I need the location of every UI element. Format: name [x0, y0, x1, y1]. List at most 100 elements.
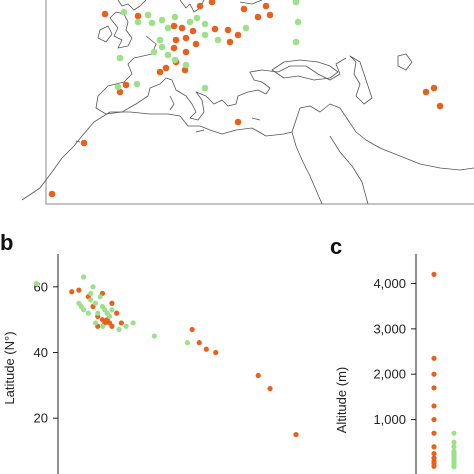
map-site-0-21: [162, 64, 170, 72]
panel-b-point-1-9: [92, 300, 98, 306]
map-site-1-21: [116, 54, 124, 62]
map-frame: [45, 0, 474, 205]
map-site-0-8: [170, 22, 178, 30]
panel-b-point-0-13: [114, 310, 120, 316]
map-site-0-24: [116, 88, 124, 96]
panel-b-point-1-15: [109, 307, 115, 313]
coast-north-africa: [21, 111, 293, 201]
map-site-0-30: [80, 139, 88, 147]
map-site-1-17: [242, 24, 250, 32]
panel-b-point-1-4: [88, 297, 94, 303]
panel-c-point-1-1: [451, 439, 457, 445]
panel-b-point-1-16: [92, 320, 98, 326]
panel-b-point-1-1: [81, 274, 87, 280]
map-site-0-11: [211, 25, 219, 33]
map-site-1-7: [186, 18, 194, 26]
panel-c: c 1,000 2,000 3,000 4,000 Altitude (m): [330, 234, 457, 474]
map-site-1-5: [164, 24, 172, 32]
panel-b-point-1-2: [90, 284, 96, 290]
map-site-0-22: [181, 66, 189, 74]
map-site-1-6: [171, 13, 179, 21]
panel-b-point-1-18: [99, 323, 106, 329]
map-site-1-10: [292, 0, 300, 6]
map-site-0-2: [196, 2, 204, 10]
map-site-1-20: [292, 38, 300, 46]
coast-western-europe: [95, 35, 347, 121]
panel-b-point-1-7: [81, 307, 87, 313]
panel-c-point-0-12: [431, 463, 437, 469]
panel-b-point-0-16: [196, 340, 202, 346]
map-site-0-17: [192, 40, 200, 48]
panel-b-points: [33, 274, 299, 438]
panel-b-point-1-21: [130, 320, 136, 326]
map-site-1-8: [193, 14, 201, 22]
map-site-1-23: [201, 84, 209, 92]
map-site-0-18: [226, 38, 234, 46]
panel-c-point-0-7: [431, 444, 437, 450]
panel-a-map: [21, 0, 474, 205]
panel-b-point-0-17: [203, 346, 209, 352]
panel-c-point-1-0: [451, 430, 457, 436]
map-site-1-14: [156, 36, 164, 44]
map-site-1-9: [201, 20, 209, 28]
panel-c-point-0-2: [431, 371, 437, 377]
panel-c-point-0-6: [431, 430, 437, 436]
map-site-1-3: [148, 19, 156, 27]
panel-c-point-0-1: [431, 355, 437, 361]
panel-c-point-0-4: [431, 403, 437, 409]
map-site-0-0: [101, 10, 109, 18]
panel-b-point-1-20: [123, 323, 129, 329]
map-site-0-19: [234, 31, 242, 39]
panel-c-point-0-3: [431, 385, 437, 391]
panel-b-point-1-8: [85, 310, 91, 316]
map-site-0-28: [436, 102, 444, 110]
map-site-0-12: [224, 26, 232, 34]
panel-c-letter: c: [330, 234, 342, 259]
map-site-0-13: [172, 36, 180, 44]
panel-b-point-1-3: [88, 290, 94, 297]
map-site-1-2: [144, 11, 152, 19]
coastlines: [21, 0, 474, 205]
map-site-0-23: [122, 81, 130, 89]
panel-b-point-0-11: [109, 323, 115, 329]
panel-b-point-1-0: [33, 280, 40, 287]
panel-a-points: [48, 0, 444, 198]
panel-c-point-1-2: [451, 444, 457, 450]
panel-c-point-0-8: [431, 450, 437, 457]
map-site-0-14: [182, 34, 190, 42]
map-site-0-29: [234, 118, 242, 126]
panel-b-y-axis-title: Latitude (N°): [2, 331, 17, 404]
panel-c-y-axis-title: Altitude (m): [334, 367, 349, 433]
map-site-1-12: [201, 31, 209, 39]
panel-c-points: [431, 271, 457, 470]
map-site-0-10: [189, 27, 197, 35]
map-site-1-25: [171, 56, 179, 64]
map-site-0-1: [134, 12, 142, 20]
coast-islands: [75, 95, 261, 143]
panel-b-point-0-12: [109, 300, 115, 306]
panel-b-tick-label-1: 40: [34, 345, 48, 360]
panel-b-letter: b: [0, 230, 13, 255]
map-site-1-11: [294, 18, 302, 26]
panel-b-point-1-14: [106, 313, 113, 319]
map-site-1-0: [120, 8, 128, 16]
panel-b-point-0-19: [255, 372, 261, 379]
map-site-1-16: [164, 51, 172, 59]
coast-caspian: [349, 55, 373, 105]
coast-levant-arabia: [291, 103, 474, 205]
panel-b-point-1-23: [184, 340, 191, 346]
panel-b-point-0-15: [189, 326, 195, 333]
panel-c-tick-label-3: 4,000: [373, 276, 406, 291]
coast-aral: [397, 53, 413, 71]
map-site-1-18: [150, 48, 158, 56]
panel-c-tick-label-0: 1,000: [373, 412, 406, 427]
map-site-0-5: [254, 13, 262, 21]
panel-b-point-1-22: [151, 333, 157, 339]
map-site-0-31: [48, 190, 56, 198]
map-site-0-25: [156, 68, 164, 76]
map-site-0-4: [240, 5, 248, 13]
panel-c-point-0-5: [431, 416, 437, 423]
